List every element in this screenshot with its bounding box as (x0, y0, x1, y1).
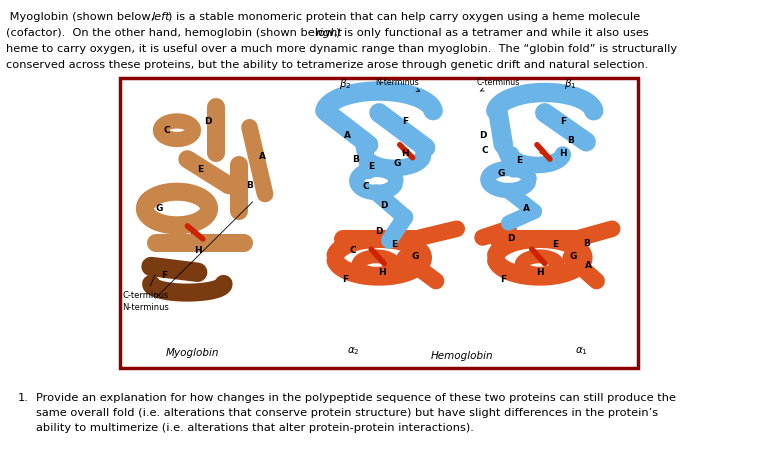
Text: ) is a stable monomeric protein that can help carry oxygen using a heme molecule: ) is a stable monomeric protein that can… (168, 12, 640, 22)
Text: F: F (161, 271, 167, 280)
Text: G: G (569, 252, 577, 261)
Text: E: E (515, 156, 522, 165)
Text: A: A (523, 204, 530, 213)
Text: D: D (507, 235, 515, 244)
Text: Myoglobin: Myoglobin (166, 348, 219, 358)
Text: D: D (479, 131, 487, 140)
Text: E: E (368, 162, 374, 171)
Text: G: G (393, 159, 401, 168)
Text: H: H (377, 268, 385, 277)
Text: F: F (402, 117, 408, 126)
Text: C: C (163, 126, 170, 135)
Text: left: left (152, 12, 171, 22)
Text: E: E (552, 240, 558, 249)
Text: A: A (259, 152, 266, 161)
Text: $\alpha_2$: $\alpha_2$ (346, 346, 359, 357)
Text: F: F (500, 275, 506, 284)
Text: N-terminus: N-terminus (375, 78, 420, 91)
Text: $\alpha_1$: $\alpha_1$ (575, 346, 587, 357)
Text: D: D (381, 201, 388, 210)
Bar (120, 78, 638, 368)
Text: H: H (536, 268, 543, 277)
Text: F: F (560, 117, 566, 126)
Text: B: B (246, 181, 253, 190)
Text: A: A (344, 131, 352, 140)
Text: C: C (482, 146, 488, 155)
Text: B: B (567, 136, 574, 145)
Text: C: C (363, 182, 369, 191)
Text: Myoglobin (shown below,: Myoglobin (shown below, (6, 12, 158, 22)
Text: B: B (583, 239, 590, 248)
Text: Hemoglobin: Hemoglobin (431, 351, 493, 361)
Text: E: E (197, 165, 203, 174)
Text: (cofactor).  On the other hand, hemoglobin (shown below,: (cofactor). On the other hand, hemoglobi… (6, 28, 342, 38)
Text: ability to multimerize (i.e. alterations that alter protein-protein interactions: ability to multimerize (i.e. alterations… (36, 423, 474, 433)
Text: A: A (585, 261, 592, 270)
Text: H: H (559, 149, 567, 158)
Text: N-terminus: N-terminus (123, 202, 252, 312)
Text: Provide an explanation for how changes in the polypeptide sequence of these two : Provide an explanation for how changes i… (36, 393, 676, 403)
Text: same overall fold (i.e. alterations that conserve protein structure) but have sl: same overall fold (i.e. alterations that… (36, 408, 658, 418)
Text: C: C (349, 246, 356, 255)
Text: C-terminus: C-terminus (477, 78, 520, 91)
Text: D: D (205, 117, 211, 126)
Text: D: D (375, 227, 383, 236)
Text: E: E (391, 240, 398, 249)
Text: G: G (412, 252, 419, 261)
Text: $\beta_2$: $\beta_2$ (339, 77, 352, 91)
Text: heme to carry oxygen, it is useful over a much more dynamic range than myoglobin: heme to carry oxygen, it is useful over … (6, 44, 677, 54)
Text: right: right (316, 28, 343, 38)
Text: conserved across these proteins, but the ability to tetramerize arose through ge: conserved across these proteins, but the… (6, 60, 648, 70)
Text: G: G (497, 169, 504, 178)
Text: 1.: 1. (18, 393, 29, 403)
Text: B: B (352, 155, 359, 164)
Text: $\beta_1$: $\beta_1$ (565, 77, 577, 91)
Text: G: G (155, 204, 162, 213)
Text: C-terminus: C-terminus (123, 275, 169, 301)
Text: H: H (401, 149, 409, 158)
Text: F: F (343, 275, 349, 284)
Text: ) is only functional as a tetramer and while it also uses: ) is only functional as a tetramer and w… (336, 28, 649, 38)
Text: H: H (194, 246, 202, 255)
